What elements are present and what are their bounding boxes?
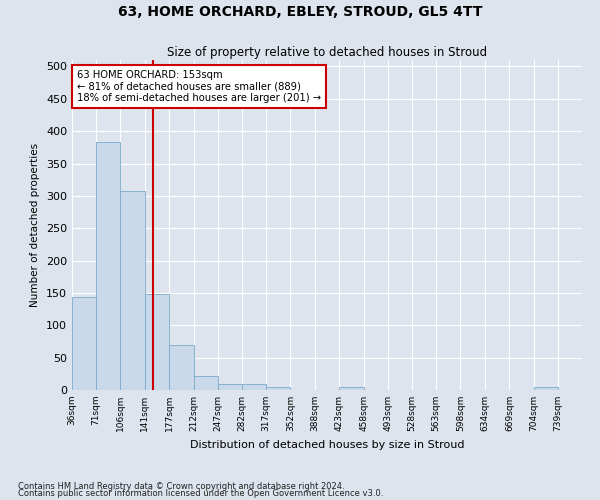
Bar bbox=[72, 297, 96, 390]
Bar bbox=[218, 384, 242, 390]
Bar bbox=[169, 346, 194, 390]
Y-axis label: Number of detached properties: Number of detached properties bbox=[31, 143, 40, 307]
Text: 63, HOME ORCHARD, EBLEY, STROUD, GL5 4TT: 63, HOME ORCHARD, EBLEY, STROUD, GL5 4TT bbox=[118, 5, 482, 19]
Bar bbox=[121, 192, 145, 390]
Bar bbox=[533, 388, 558, 390]
Bar bbox=[194, 376, 218, 390]
Bar bbox=[145, 294, 169, 390]
Text: Contains public sector information licensed under the Open Government Licence v3: Contains public sector information licen… bbox=[18, 490, 383, 498]
Bar bbox=[242, 384, 266, 390]
Bar bbox=[340, 388, 364, 390]
X-axis label: Distribution of detached houses by size in Stroud: Distribution of detached houses by size … bbox=[190, 440, 464, 450]
Bar bbox=[96, 142, 121, 390]
Title: Size of property relative to detached houses in Stroud: Size of property relative to detached ho… bbox=[167, 46, 487, 59]
Text: Contains HM Land Registry data © Crown copyright and database right 2024.: Contains HM Land Registry data © Crown c… bbox=[18, 482, 344, 491]
Text: 63 HOME ORCHARD: 153sqm
← 81% of detached houses are smaller (889)
18% of semi-d: 63 HOME ORCHARD: 153sqm ← 81% of detache… bbox=[77, 70, 321, 103]
Bar bbox=[266, 387, 290, 390]
